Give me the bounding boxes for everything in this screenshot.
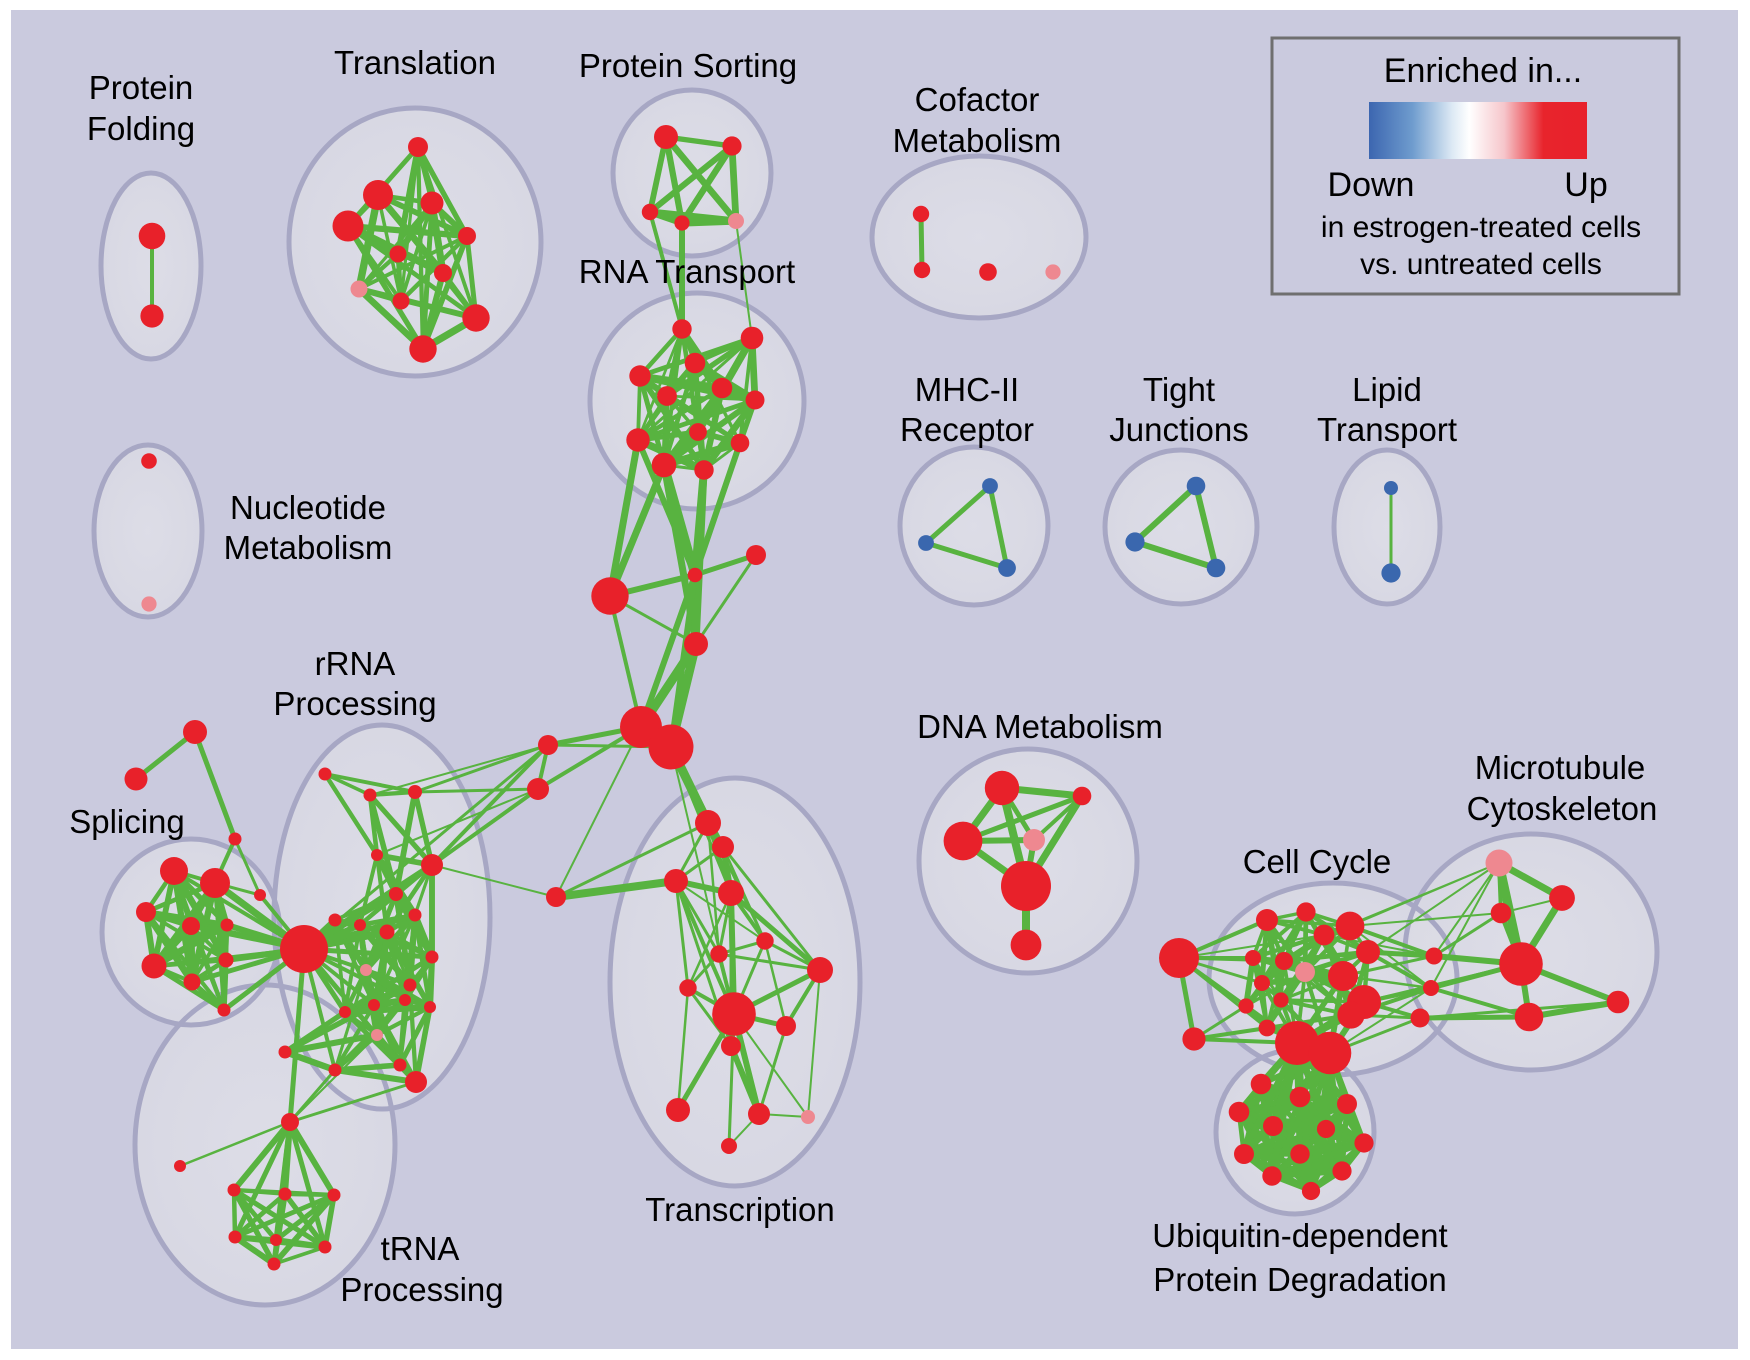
svg-text:Cytoskeleton: Cytoskeleton — [1467, 790, 1658, 827]
svg-text:Tight: Tight — [1143, 371, 1215, 408]
svg-text:vs. untreated cells: vs. untreated cells — [1360, 248, 1602, 281]
svg-text:Receptor: Receptor — [900, 411, 1034, 448]
svg-text:Transport: Transport — [1317, 411, 1457, 448]
svg-text:Nucleotide: Nucleotide — [230, 489, 386, 526]
svg-text:Enriched in...: Enriched in... — [1384, 52, 1582, 90]
svg-text:Down: Down — [1328, 166, 1415, 204]
svg-text:Folding: Folding — [87, 110, 195, 147]
svg-text:Processing: Processing — [340, 1271, 503, 1308]
svg-text:Processing: Processing — [273, 685, 436, 722]
svg-text:Protein: Protein — [89, 69, 194, 106]
svg-text:Protein Sorting: Protein Sorting — [579, 47, 797, 84]
svg-text:tRNA: tRNA — [381, 1230, 460, 1267]
svg-text:MHC-II: MHC-II — [915, 371, 1019, 408]
svg-text:in estrogen-treated cells: in estrogen-treated cells — [1321, 211, 1641, 244]
svg-text:Microtubule: Microtubule — [1475, 749, 1646, 786]
svg-text:Ubiquitin-dependent: Ubiquitin-dependent — [1152, 1217, 1447, 1254]
svg-text:Cell Cycle: Cell Cycle — [1243, 843, 1392, 880]
svg-text:Protein Degradation: Protein Degradation — [1153, 1261, 1447, 1298]
svg-text:Translation: Translation — [334, 44, 496, 81]
svg-text:Metabolism: Metabolism — [224, 529, 393, 566]
svg-text:Transcription: Transcription — [645, 1191, 835, 1228]
svg-text:RNA Transport: RNA Transport — [579, 253, 795, 290]
svg-text:Cofactor: Cofactor — [915, 81, 1040, 118]
svg-text:rRNA: rRNA — [315, 645, 396, 682]
svg-text:Lipid: Lipid — [1352, 371, 1422, 408]
svg-text:Up: Up — [1564, 166, 1607, 204]
svg-text:DNA Metabolism: DNA Metabolism — [917, 708, 1163, 745]
svg-text:Splicing: Splicing — [69, 803, 185, 840]
svg-text:Junctions: Junctions — [1109, 411, 1248, 448]
svg-text:Metabolism: Metabolism — [893, 122, 1062, 159]
